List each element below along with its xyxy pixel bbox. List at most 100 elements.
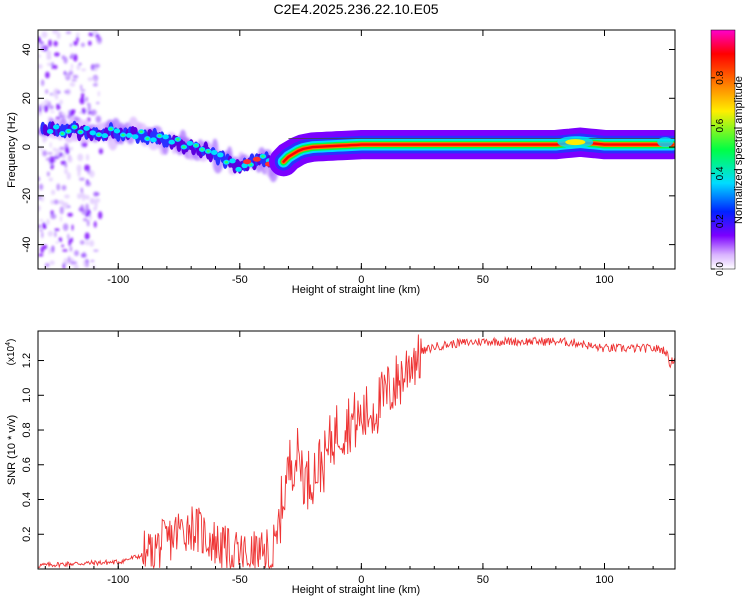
y-tick-label: -40 <box>21 237 33 253</box>
noise-blob <box>54 151 60 157</box>
x-tick-label: 50 <box>477 274 489 286</box>
noise-blob <box>85 240 89 246</box>
ridge-blob-core <box>139 130 143 133</box>
colorbar-gradient <box>710 29 736 270</box>
ridge-blob <box>235 166 242 172</box>
x-tick-label: -100 <box>107 274 129 286</box>
noise-blob <box>54 148 61 152</box>
noise-blob <box>77 153 84 162</box>
spectrogram-frame <box>37 29 676 270</box>
ridge-blob <box>83 125 90 131</box>
noise-blob <box>80 92 85 99</box>
noise-blob <box>90 260 95 263</box>
snr-y-ticks: 0.2 0.4 0.6 0.8 1.0 1.2 <box>21 353 675 542</box>
noise-blob <box>98 211 103 220</box>
noise-blob <box>58 152 63 157</box>
ridge-blob <box>168 139 175 145</box>
ridge-blob <box>125 132 133 138</box>
noise-blob <box>67 156 73 163</box>
colorbar-tick-label: 0.2 <box>715 214 726 228</box>
noise-blob <box>55 93 59 100</box>
noise-blob <box>74 250 79 257</box>
y-tick-label: 0.6 <box>21 457 33 472</box>
noise-blob <box>94 80 98 84</box>
x-tick-label: 0 <box>358 574 364 586</box>
y-tick-label: 0.8 <box>21 422 33 437</box>
noise-blob <box>95 115 102 123</box>
noise-blob <box>38 36 42 44</box>
ridge-blob <box>186 140 194 146</box>
ridge-blob-core <box>200 148 204 151</box>
noise-blob <box>54 228 60 232</box>
noise-blob <box>81 208 87 215</box>
snr-marks <box>38 334 675 569</box>
noise-blob <box>46 171 50 177</box>
noise-blob <box>53 88 60 94</box>
spectrogram-band <box>268 127 675 177</box>
noise-blob <box>47 230 54 237</box>
noise-blob <box>72 74 79 79</box>
noise-blob <box>86 179 89 184</box>
noise-blob <box>49 141 52 148</box>
spectrogram-marks <box>38 30 675 269</box>
noise-blob <box>80 89 86 92</box>
colorbar-tick-label: 0.6 <box>715 118 726 132</box>
x-tick-label: 50 <box>477 574 489 586</box>
noise-blob <box>49 260 55 265</box>
noise-blob <box>64 163 68 168</box>
snr-y-multiplier-base: (x10 <box>6 345 17 365</box>
noise-blob <box>42 136 48 141</box>
noise-blob <box>67 256 71 263</box>
noise-blob <box>84 164 91 172</box>
snr-y-multiplier: (x104) <box>5 339 17 366</box>
noise-blob <box>80 42 85 47</box>
noise-blob <box>56 31 61 40</box>
noise-blob <box>61 112 66 118</box>
noise-blob <box>62 223 69 231</box>
y-tick-label: 0 <box>21 144 33 150</box>
ridge-blob <box>53 124 60 130</box>
snr-series-line <box>38 334 675 569</box>
noise-blob <box>42 150 48 157</box>
noise-blob <box>85 154 90 161</box>
ridge-blob <box>46 129 54 135</box>
spectrogram-x-ticks: -100 -50 0 50 100 <box>44 30 654 286</box>
noise-blob <box>92 207 97 211</box>
y-tick-label: 0.4 <box>21 492 33 507</box>
noise-blob <box>48 156 55 164</box>
noise-blob <box>77 193 82 200</box>
ridge-blob-core <box>157 134 162 138</box>
noise-blob <box>86 219 90 227</box>
noise-blob <box>68 109 75 117</box>
band-red <box>282 140 674 163</box>
x-tick-label: 100 <box>595 274 613 286</box>
ridge-blob <box>89 130 96 136</box>
noise-blob <box>45 89 49 94</box>
noise-blob <box>94 63 100 68</box>
noise-blob <box>87 103 91 112</box>
ridge-blob-core <box>261 155 265 158</box>
noise-blob <box>38 104 42 113</box>
noise-blob <box>70 53 74 57</box>
noise-blob <box>53 155 60 160</box>
noise-blob <box>89 240 95 247</box>
colorbar-tick-label: 0.0 <box>715 262 726 276</box>
noise-blob <box>66 172 71 180</box>
noise-blob <box>76 32 80 37</box>
spectrogram-panel: -100 -50 0 50 100 -40 -20 0 20 40 Height of stra… <box>6 29 676 296</box>
spectrogram-y-ticks: -40 -20 0 20 40 <box>21 43 675 253</box>
noise-blob <box>39 229 43 232</box>
noise-blob <box>83 259 87 267</box>
noise-blob <box>45 157 51 161</box>
band-bulge-core <box>565 139 586 146</box>
noise-blob <box>83 251 86 258</box>
noise-blob <box>64 168 68 175</box>
spectrogram-y-axis-label: Frequency (Hz) <box>6 112 18 188</box>
noise-blob <box>47 62 52 67</box>
noise-blob <box>58 237 63 243</box>
noise-blob <box>69 71 74 75</box>
noise-blob <box>65 31 72 34</box>
noise-blob <box>78 63 82 66</box>
noise-blob <box>80 187 83 194</box>
noise-blob <box>97 91 100 97</box>
